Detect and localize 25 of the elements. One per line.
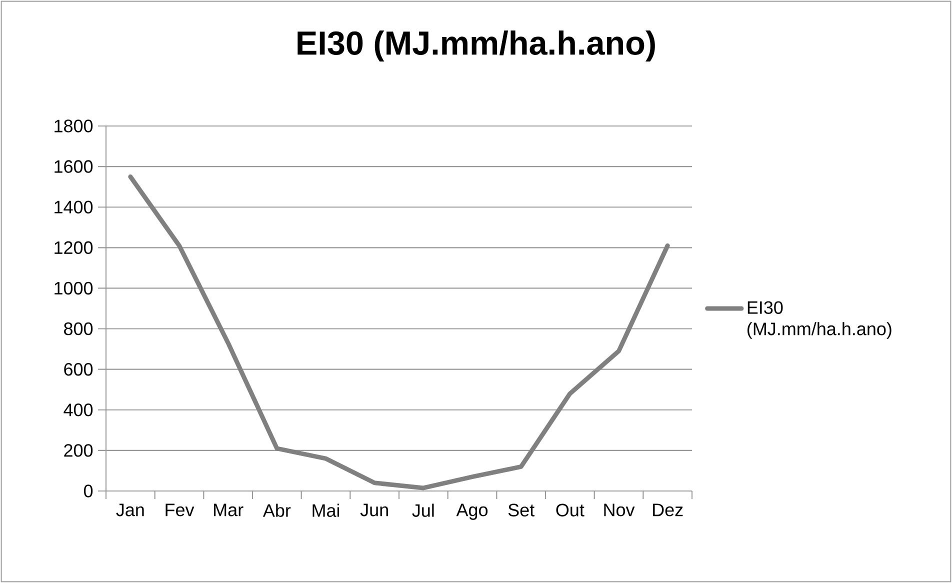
y-tick-label: 1200 — [54, 241, 93, 254]
y-tick-label: 1600 — [54, 160, 93, 173]
x-tick-label: Mai — [312, 504, 340, 517]
x-tick-label: Mar — [214, 504, 244, 516]
y-tick-label: 600 — [64, 362, 93, 376]
y-tick-label: 400 — [64, 404, 93, 416]
line-series — [128, 174, 670, 490]
y-tick-label: 800 — [64, 322, 93, 336]
chart-title: EI30 (MJ.mm/ha.h.ano) — [298, 30, 655, 62]
y-tick-label: 1000 — [54, 282, 93, 295]
y-tick-label: 1800 — [54, 120, 93, 132]
y-tick-label: 1400 — [54, 200, 93, 214]
x-tick-label: Set — [508, 504, 534, 516]
x-tick-label: Dez — [653, 504, 683, 516]
x-tick-label: Jan — [116, 504, 144, 516]
x-tick-label: Nov — [604, 504, 635, 516]
y-tick-label: 0 — [84, 484, 93, 498]
x-tick-label: Out — [556, 504, 584, 516]
x-tick-label: Jun — [360, 504, 388, 516]
x-tick-label: Jul — [412, 504, 434, 517]
legend-label: EI30 (MJ.mm/ha.h.ano) — [748, 301, 892, 339]
x-tick-label: Fev — [166, 504, 194, 516]
x-tick-label: Ago — [456, 504, 488, 520]
y-tick-label: 200 — [64, 444, 93, 457]
x-tick-label: Abr — [262, 504, 291, 517]
